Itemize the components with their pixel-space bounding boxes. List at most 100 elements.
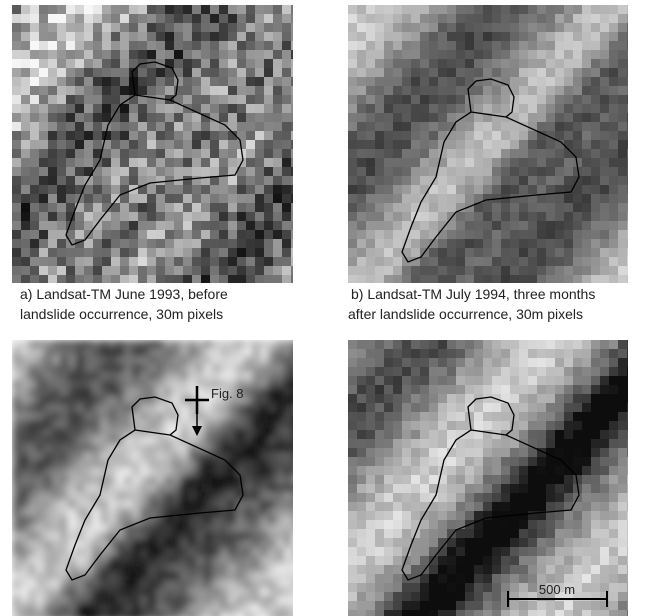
texture (244, 340, 253, 349)
caption: after landslide occurrence, 30m pixels (348, 306, 583, 322)
texture (260, 396, 269, 405)
texture (465, 59, 475, 69)
texture (546, 59, 556, 69)
texture (528, 257, 538, 267)
texture (537, 257, 547, 267)
texture (438, 592, 448, 602)
texture (212, 580, 221, 589)
texture (164, 364, 173, 373)
texture (474, 167, 484, 177)
texture (609, 5, 619, 15)
texture (147, 266, 157, 276)
texture (564, 475, 574, 485)
texture (282, 104, 292, 114)
texture (474, 32, 484, 42)
texture (600, 221, 610, 231)
texture (375, 77, 385, 87)
texture (411, 77, 421, 87)
texture (429, 122, 439, 132)
texture (273, 68, 283, 78)
texture (282, 194, 292, 204)
texture (180, 348, 189, 357)
texture (188, 356, 197, 365)
texture (84, 532, 93, 541)
texture (212, 532, 221, 541)
texture (291, 140, 301, 150)
texture (600, 266, 610, 276)
texture (148, 364, 157, 373)
texture (438, 574, 448, 584)
texture (165, 5, 175, 15)
texture (260, 484, 269, 493)
texture (57, 167, 67, 177)
texture (236, 564, 245, 573)
texture (519, 275, 529, 285)
texture (28, 572, 37, 581)
texture (582, 149, 592, 159)
texture (528, 77, 538, 87)
texture (282, 14, 292, 24)
texture (44, 396, 53, 405)
texture (12, 140, 22, 150)
texture (348, 104, 358, 114)
texture (492, 230, 502, 240)
texture (546, 394, 556, 404)
texture (21, 194, 31, 204)
texture (244, 540, 253, 549)
texture (36, 412, 45, 421)
texture (244, 604, 253, 613)
texture (236, 612, 245, 616)
texture (284, 492, 293, 501)
texture (291, 77, 301, 87)
texture (156, 104, 166, 114)
texture (564, 176, 574, 186)
texture (564, 349, 574, 359)
texture (252, 612, 261, 616)
texture (165, 230, 175, 240)
texture (429, 158, 439, 168)
texture (111, 77, 121, 87)
texture (92, 340, 101, 349)
texture (252, 364, 261, 373)
texture (456, 574, 466, 584)
texture (447, 275, 457, 285)
texture (116, 484, 125, 493)
texture (228, 86, 238, 96)
texture (357, 439, 367, 449)
texture (148, 572, 157, 581)
texture (483, 230, 493, 240)
texture (348, 511, 358, 521)
texture (483, 529, 493, 539)
texture (273, 140, 283, 150)
texture (447, 376, 457, 386)
texture (366, 5, 376, 15)
texture (180, 548, 189, 557)
texture (618, 248, 628, 258)
texture (116, 588, 125, 597)
texture (129, 248, 139, 258)
texture (174, 194, 184, 204)
texture (348, 367, 358, 377)
texture (39, 221, 49, 231)
texture (474, 538, 484, 548)
texture (402, 104, 412, 114)
texture (474, 5, 484, 15)
texture (600, 583, 610, 593)
texture (124, 460, 133, 469)
texture (618, 376, 628, 386)
texture (120, 32, 130, 42)
texture (93, 248, 103, 258)
texture (28, 500, 37, 509)
texture (366, 113, 376, 123)
texture (204, 596, 213, 605)
texture (165, 257, 175, 267)
texture (609, 266, 619, 276)
texture (600, 167, 610, 177)
texture (282, 50, 292, 60)
texture (244, 500, 253, 509)
texture (519, 257, 529, 267)
texture (564, 385, 574, 395)
texture (60, 420, 69, 429)
texture (108, 588, 117, 597)
texture (348, 376, 358, 386)
